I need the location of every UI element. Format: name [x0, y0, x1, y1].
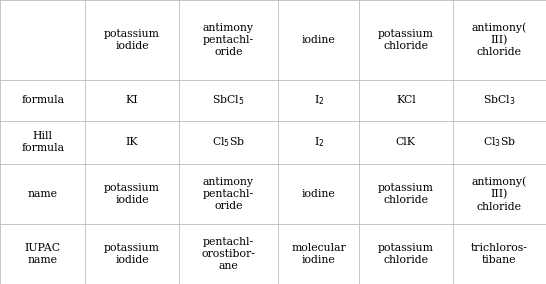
Text: I$_2$: I$_2$ [313, 93, 324, 107]
Text: ClK: ClK [396, 137, 416, 147]
Text: antimony
pentachl­
oride: antimony pentachl­ oride [203, 177, 254, 211]
Text: potassium
iodide: potassium iodide [104, 183, 160, 205]
Text: antimony(
III)
chloride: antimony( III) chloride [472, 22, 527, 57]
Text: Cl$_3$Sb: Cl$_3$Sb [483, 135, 516, 149]
Text: potassium
chloride: potassium chloride [378, 29, 434, 51]
Text: antimony(
III)
chloride: antimony( III) chloride [472, 177, 527, 212]
Text: potassium
chloride: potassium chloride [378, 243, 434, 265]
Text: trichloros­
tibane: trichloros­ tibane [471, 243, 528, 265]
Text: Hill
formula: Hill formula [21, 131, 64, 153]
Text: iodine: iodine [302, 35, 336, 45]
Text: formula: formula [21, 95, 64, 105]
Text: iodine: iodine [302, 189, 336, 199]
Text: antimony
pentachl­
oride: antimony pentachl­ oride [203, 23, 254, 57]
Text: Cl$_5$Sb: Cl$_5$Sb [212, 135, 245, 149]
Text: IUPAC
name: IUPAC name [25, 243, 61, 265]
Text: potassium
chloride: potassium chloride [378, 183, 434, 205]
Text: SbCl$_3$: SbCl$_3$ [483, 93, 515, 107]
Text: pentachl­
orostibor­
ane: pentachl­ orostibor­ ane [201, 237, 256, 271]
Text: potassium
iodide: potassium iodide [104, 243, 160, 265]
Text: SbCl$_5$: SbCl$_5$ [212, 93, 245, 107]
Text: potassium
iodide: potassium iodide [104, 29, 160, 51]
Text: KI: KI [126, 95, 138, 105]
Text: molecular
iodine: molecular iodine [292, 243, 346, 265]
Text: IK: IK [126, 137, 138, 147]
Text: I$_2$: I$_2$ [313, 135, 324, 149]
Text: name: name [28, 189, 58, 199]
Text: KCl: KCl [396, 95, 416, 105]
